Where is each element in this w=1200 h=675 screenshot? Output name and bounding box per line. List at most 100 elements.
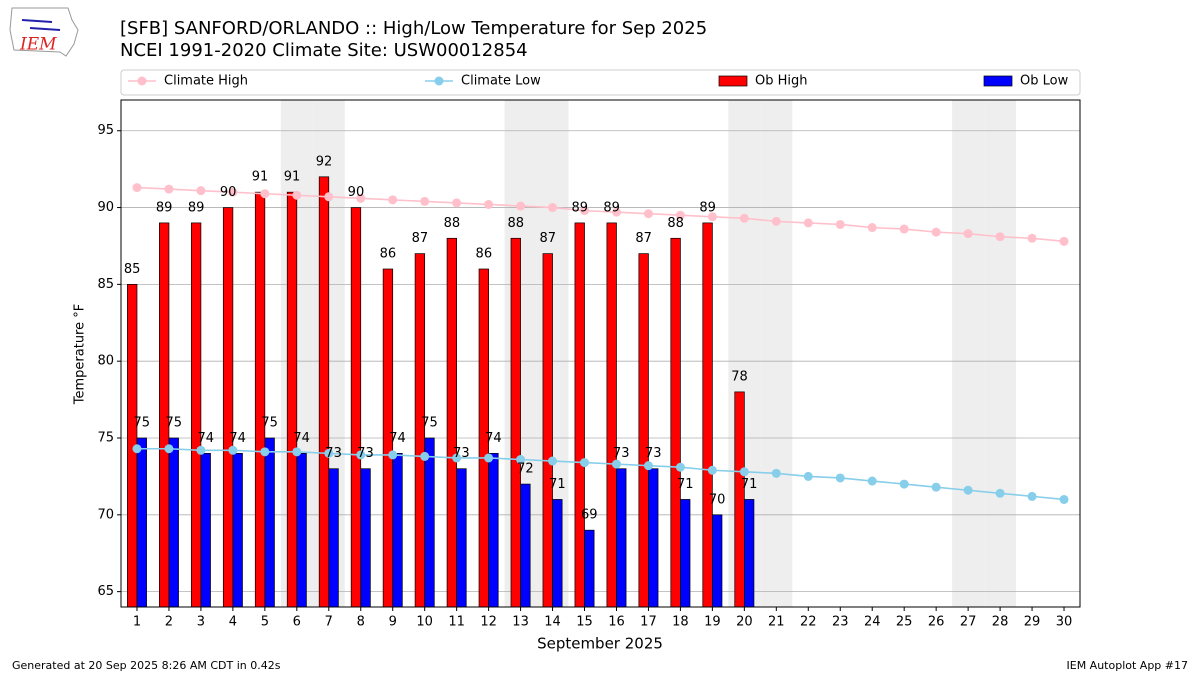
- line-marker: [1027, 491, 1037, 501]
- x-tick-label: 21: [768, 615, 785, 630]
- line-marker: [324, 448, 334, 458]
- line-marker: [388, 195, 398, 205]
- data-label: 88: [667, 216, 684, 231]
- line-marker: [867, 476, 877, 486]
- data-label: 74: [229, 431, 246, 446]
- line: [136, 447, 1065, 501]
- line-marker: [548, 203, 558, 213]
- line-marker: [164, 184, 174, 194]
- data-label: 75: [165, 416, 182, 431]
- bar: [510, 237, 521, 608]
- line-marker: [196, 445, 206, 455]
- shaded-day: [952, 100, 985, 607]
- line-marker: [995, 488, 1005, 498]
- line-marker: [1027, 233, 1037, 243]
- legend-swatch: [983, 75, 1013, 87]
- x-tick-label: 8: [357, 615, 365, 630]
- legend-label: Ob Low: [1020, 74, 1069, 89]
- x-tick-label: 15: [576, 615, 593, 630]
- data-label: 72: [517, 462, 534, 477]
- bar: [584, 529, 595, 608]
- data-label: 92: [316, 154, 333, 169]
- legend-label: Climate Low: [461, 74, 541, 89]
- line-marker: [580, 458, 590, 468]
- line-marker: [611, 207, 621, 217]
- bar: [606, 222, 617, 608]
- x-tick-label: 20: [736, 615, 753, 630]
- y-tick-label: 80: [97, 354, 114, 369]
- line-marker: [260, 447, 270, 457]
- data-label: 69: [581, 508, 598, 523]
- line-marker: [771, 216, 781, 226]
- y-tick-label: 65: [97, 584, 114, 599]
- logo: IEM: [9, 7, 79, 57]
- data-label: 71: [741, 477, 758, 492]
- x-tick-label: 14: [544, 615, 561, 630]
- x-tick-label: 11: [448, 615, 465, 630]
- bar: [648, 468, 659, 608]
- data-label: 74: [485, 431, 502, 446]
- data-label: 89: [699, 200, 716, 215]
- logo-outline: [9, 7, 79, 57]
- y-tick-label: 85: [97, 277, 114, 292]
- x-tick-label: 22: [800, 615, 817, 630]
- x-tick-label: 6: [293, 615, 301, 630]
- x-tick-label: 3: [197, 615, 205, 630]
- line-marker: [707, 212, 717, 222]
- bar: [296, 453, 307, 608]
- x-tick-label: 4: [229, 615, 237, 630]
- line-marker: [484, 453, 494, 463]
- x-tick-label: 25: [896, 615, 913, 630]
- y-tick-label: 95: [97, 123, 114, 138]
- bar: [392, 453, 403, 608]
- x-tick-label: 2: [165, 615, 173, 630]
- x-tick-label: 16: [608, 615, 625, 630]
- data-label: 90: [348, 185, 365, 200]
- bar: [542, 253, 553, 608]
- data-label: 75: [261, 416, 278, 431]
- line-marker: [452, 453, 462, 463]
- bar: [670, 237, 681, 608]
- line-marker: [675, 210, 685, 220]
- line-marker: [132, 444, 142, 454]
- y-axis-label: Temperature °F: [73, 304, 88, 405]
- data-label: 87: [412, 231, 429, 246]
- bar: [574, 222, 585, 608]
- x-tick-label: 28: [992, 615, 1009, 630]
- logo-mark: [21, 19, 61, 31]
- line-marker: [1059, 236, 1069, 246]
- data-label: 85: [124, 262, 141, 277]
- data-label: 88: [444, 216, 461, 231]
- x-tick-label: 13: [512, 615, 529, 630]
- data-label: 70: [709, 492, 726, 507]
- line-marker: [164, 444, 174, 454]
- bar: [743, 499, 755, 608]
- line-marker: [292, 447, 302, 457]
- bar: [488, 453, 499, 608]
- line-marker: [420, 196, 430, 206]
- line-marker: [707, 465, 717, 475]
- line-marker: [931, 482, 941, 492]
- bar: [328, 468, 339, 608]
- line-marker: [643, 209, 653, 219]
- line-marker: [835, 219, 845, 229]
- line-marker: [963, 229, 973, 239]
- bar: [254, 191, 266, 608]
- bar: [520, 483, 531, 608]
- line-marker: [484, 199, 494, 209]
- bar: [264, 437, 275, 608]
- chart-subtitle: NCEI 1991-2020 Climate Site: USW00012854: [120, 40, 528, 61]
- chart-title: [SFB] SANFORD/ORLANDO :: High/Low Temper…: [120, 18, 707, 39]
- bar: [424, 437, 435, 608]
- bar: [702, 222, 713, 608]
- data-label: 74: [197, 431, 214, 446]
- line-marker: [899, 479, 909, 489]
- bar: [456, 468, 467, 608]
- x-tick-label: 17: [640, 615, 657, 630]
- line-marker: [356, 193, 366, 203]
- bar: [638, 253, 649, 608]
- legend-marker: [434, 76, 444, 86]
- legend-marker: [137, 76, 147, 86]
- x-axis-label: September 2025: [537, 635, 663, 653]
